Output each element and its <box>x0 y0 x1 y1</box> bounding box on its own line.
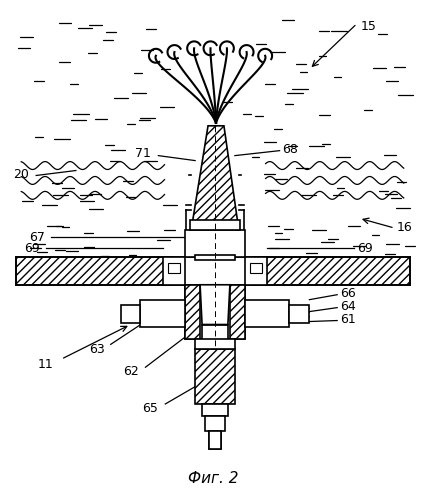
Text: 71: 71 <box>135 147 150 160</box>
Bar <box>185 285 200 339</box>
Bar <box>195 349 235 404</box>
Bar <box>121 304 141 322</box>
Bar <box>230 285 245 339</box>
Bar <box>163 257 185 285</box>
Text: 68: 68 <box>282 143 299 156</box>
Bar <box>195 255 235 260</box>
Bar <box>205 416 225 431</box>
Text: 66: 66 <box>340 287 356 300</box>
Bar <box>190 220 240 230</box>
Text: 67: 67 <box>29 231 45 244</box>
Text: 11: 11 <box>37 358 53 371</box>
Text: 64: 64 <box>340 300 356 313</box>
Bar <box>250 263 262 273</box>
Polygon shape <box>200 285 230 324</box>
Bar <box>185 285 245 339</box>
Text: 69: 69 <box>24 242 40 254</box>
Text: 16: 16 <box>397 221 412 234</box>
Bar <box>202 324 228 349</box>
Bar <box>202 404 228 416</box>
Bar <box>141 300 185 327</box>
Bar <box>185 230 245 257</box>
Text: 21: 21 <box>392 264 408 277</box>
Bar <box>195 339 235 349</box>
Bar <box>209 431 221 449</box>
Text: 63: 63 <box>89 343 105 356</box>
Bar <box>245 300 290 327</box>
Text: 62: 62 <box>123 365 138 378</box>
Text: 61: 61 <box>340 313 356 326</box>
Text: 69: 69 <box>357 242 373 254</box>
Text: 15: 15 <box>361 19 377 32</box>
Polygon shape <box>191 126 239 230</box>
Text: 65: 65 <box>142 403 158 416</box>
Bar <box>168 263 180 273</box>
Text: Фиг. 2: Фиг. 2 <box>188 472 238 487</box>
Bar <box>253 257 410 285</box>
Text: 20: 20 <box>13 168 29 181</box>
Bar <box>245 257 267 285</box>
Bar <box>16 257 173 285</box>
Bar <box>209 431 221 449</box>
Bar <box>290 304 309 322</box>
